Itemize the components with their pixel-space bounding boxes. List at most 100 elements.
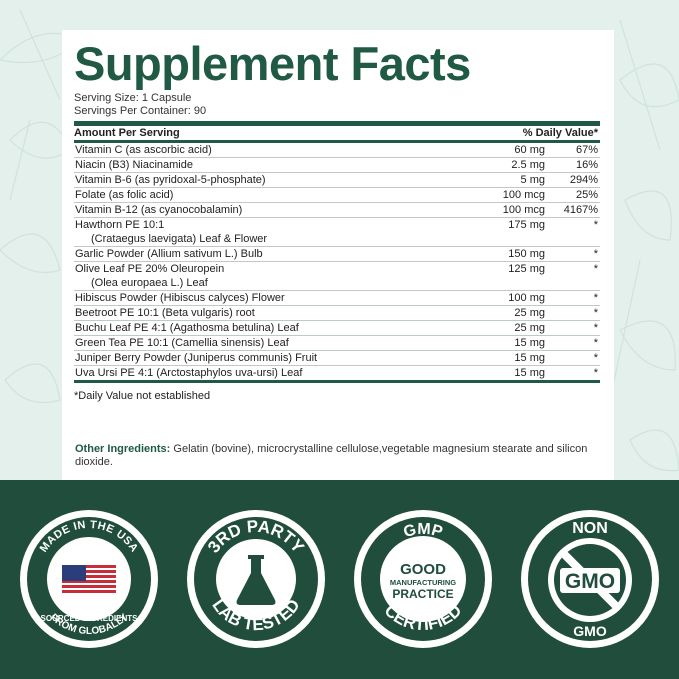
nutrient-name: Garlic Powder (Allium sativum L.) Bulb: [74, 247, 475, 261]
nutrient-name-text: Green Tea PE 10:1 (Camellia sinensis) Le…: [75, 337, 289, 349]
nutrient-row: Hawthorn PE 10:1 (Crataegus laevigata) Le…: [74, 218, 600, 247]
nutrient-name: Olive Leaf PE 20% Oleuropein (Olea europa…: [74, 262, 475, 290]
nutrient-amount: 25 mg: [514, 322, 545, 334]
nutrient-name-text: Hawthorn PE 10:1: [75, 219, 165, 231]
facts-header-row: Amount Per Serving % Daily Value*: [74, 126, 600, 143]
nutrient-row: Hibiscus Powder (Hibiscus calyces) Flowe…: [74, 291, 600, 306]
nutrient-row: Beetroot PE 10:1 (Beta vulgaris) root 25 …: [74, 306, 600, 321]
supplement-facts-panel: Supplement Facts Serving Size: 1 Capsule…: [62, 30, 614, 480]
nutrient-daily-value: *: [593, 367, 598, 379]
nutrient-daily-value: *: [593, 322, 598, 334]
nutrient-name: Folate (as folic acid): [74, 188, 475, 202]
nutrient-name: Vitamin B-6 (as pyridoxal-5-phosphate): [74, 173, 475, 187]
nutrient-daily-value: *: [593, 263, 598, 275]
bottom-divider: [74, 380, 600, 383]
nutrient-name: Hawthorn PE 10:1 (Crataegus laevigata) Le…: [74, 218, 475, 246]
other-ingredients-text: Gelatin (bovine), microcrystalline cellu…: [75, 443, 588, 468]
gmp-line-good: GOOD: [400, 561, 446, 578]
nutrient-name-text: Niacin (B3) Niacinamide: [75, 159, 193, 171]
nutrient-name: Uva Ursi PE 4:1 (Arctostaphylos uva-ursi…: [74, 366, 475, 380]
nutrient-name-sub: (Crataegus laevigata) Leaf & Flower: [91, 233, 268, 245]
nutrient-row: Buchu Leaf PE 4:1 (Agathosma betulina) L…: [74, 321, 600, 336]
nutrient-name: Vitamin C (as ascorbic acid): [74, 143, 475, 157]
facts-label: Supplement Facts Serving Size: 1 Capsule…: [74, 36, 600, 403]
nutrient-amount: 150 mg: [508, 248, 545, 260]
nutrient-name: Niacin (B3) Niacinamide: [74, 158, 475, 172]
nutrient-row: Niacin (B3) Niacinamide 2.5 mg 16%: [74, 158, 600, 173]
nutrient-daily-value: *: [593, 337, 598, 349]
nutrient-daily-value: 25%: [575, 189, 598, 201]
nutrient-row: Juniper Berry Powder (Juniperus communis…: [74, 351, 600, 366]
nutrient-name-text: Vitamin B-12 (as cyanocobalamin): [75, 204, 243, 216]
nutrient-daily-value: 16%: [575, 159, 598, 171]
nutrient-row: Green Tea PE 10:1 (Camellia sinensis) Le…: [74, 336, 600, 351]
nutrient-name: Hibiscus Powder (Hibiscus calyces) Flowe…: [74, 291, 475, 305]
nutrient-row: Olive Leaf PE 20% Oleuropein (Olea europa…: [74, 262, 600, 291]
nutrient-name: Vitamin B-12 (as cyanocobalamin): [74, 203, 475, 217]
nutrient-name-text: Beetroot PE 10:1 (Beta vulgaris) root: [75, 307, 255, 319]
nutrient-name-text: Buchu Leaf PE 4:1 (Agathosma betulina) L…: [75, 322, 299, 334]
nutrient-row: Vitamin B-6 (as pyridoxal-5-phosphate) 5 …: [74, 173, 600, 188]
other-ingredients: Other Ingredients: Gelatin (bovine), mic…: [75, 443, 595, 469]
nutrient-amount: 100 mg: [508, 292, 545, 304]
nutrient-daily-value: *: [593, 248, 598, 260]
nutrient-name: Buchu Leaf PE 4:1 (Agathosma betulina) L…: [74, 321, 475, 335]
footnote: *Daily Value not established: [74, 390, 211, 402]
nutrient-daily-value: 67%: [575, 144, 598, 156]
nutrient-list: Vitamin C (as ascorbic acid) 60 mg 67% Niac…: [74, 143, 600, 380]
nutrient-name-text: Uva Ursi PE 4:1 (Arctostaphylos uva-ursi…: [75, 367, 303, 379]
gmo-bottom-text: GMO: [573, 623, 607, 639]
nutrient-amount: 15 mg: [514, 352, 545, 364]
nutrient-row: Garlic Powder (Allium sativum L.) Bulb 15…: [74, 247, 600, 262]
nutrient-daily-value: 4167%: [563, 204, 598, 216]
daily-value-header: % Daily Value*: [522, 127, 598, 139]
amount-per-serving-header: Amount Per Serving: [74, 127, 180, 139]
nutrient-row: Folate (as folic acid) 100 mcg 25%: [74, 188, 600, 203]
lab-tested-badge: 3RD PARTY LAB TESTED: [185, 508, 327, 650]
nutrient-daily-value: *: [593, 352, 598, 364]
nutrient-amount: 100 mcg: [502, 204, 545, 216]
nutrient-row: Vitamin B-12 (as cyanocobalamin) 100 mcg 4…: [74, 203, 600, 218]
nutrient-daily-value: *: [593, 292, 598, 304]
nutrient-daily-value: *: [593, 307, 598, 319]
nutrient-daily-value: 294%: [569, 174, 598, 186]
us-flag-icon: [62, 565, 116, 595]
gmp-line-practice: PRACTICE: [392, 587, 453, 601]
nutrient-amount: 60 mg: [514, 144, 545, 156]
nutrient-name-text: Folate (as folic acid): [75, 189, 174, 201]
usa-bottom-text-2: SOURCED INGREDIENTS: [41, 614, 139, 623]
svg-text:GMP: GMP: [402, 521, 445, 541]
nutrient-amount: 175 mg: [508, 219, 545, 231]
gmp-top-text: GMP: [402, 521, 445, 541]
badge-strip: MADE IN THE USA FROM GLOBALLY SOURCED IN…: [0, 480, 679, 679]
nutrient-amount: 125 mg: [508, 263, 545, 275]
nutrient-daily-value: *: [593, 219, 598, 231]
page-title: Supplement Facts: [74, 37, 471, 90]
nutrient-name-text: Olive Leaf PE 20% Oleuropein: [75, 263, 225, 275]
other-ingredients-label: Other Ingredients:: [75, 443, 171, 455]
non-gmo-badge: NON GMO GMO: [519, 508, 661, 650]
nutrient-amount: 25 mg: [514, 307, 545, 319]
nutrient-name-sub: (Olea europaea L.) Leaf: [91, 277, 208, 289]
nutrient-name: Green Tea PE 10:1 (Camellia sinensis) Le…: [74, 336, 475, 350]
gmp-line-manufacturing: MANUFACTURING: [390, 578, 456, 587]
made-in-usa-badge: MADE IN THE USA FROM GLOBALLY SOURCED IN…: [18, 508, 160, 650]
nutrient-amount: 5 mg: [520, 174, 545, 186]
nutrient-name-text: Juniper Berry Powder (Juniperus communis…: [75, 352, 318, 364]
nutrient-name: Beetroot PE 10:1 (Beta vulgaris) root: [74, 306, 475, 320]
gmo-mid-text: GMO: [565, 570, 615, 593]
thick-divider: [74, 121, 600, 126]
nutrient-row: Vitamin C (as ascorbic acid) 60 mg 67%: [74, 143, 600, 158]
nutrient-name-text: Vitamin B-6 (as pyridoxal-5-phosphate): [75, 174, 266, 186]
flask-icon: [236, 555, 276, 605]
gmo-top-text: NON: [572, 520, 608, 537]
nutrient-row: Uva Ursi PE 4:1 (Arctostaphylos uva-ursi…: [74, 366, 600, 380]
nutrient-name: Juniper Berry Powder (Juniperus communis…: [74, 351, 475, 365]
serving-size: Serving Size: 1 Capsule: [74, 92, 192, 104]
nutrient-name-text: Garlic Powder (Allium sativum L.) Bulb: [75, 248, 263, 260]
nutrient-name-text: Hibiscus Powder (Hibiscus calyces) Flowe…: [75, 292, 285, 304]
nutrient-amount: 15 mg: [514, 337, 545, 349]
nutrient-name-text: Vitamin C (as ascorbic acid): [75, 144, 212, 156]
nutrient-amount: 100 mcg: [502, 189, 545, 201]
gmp-certified-badge: GMP CERTIFIED GOOD MANUFACTURING PRACTIC…: [352, 508, 494, 650]
